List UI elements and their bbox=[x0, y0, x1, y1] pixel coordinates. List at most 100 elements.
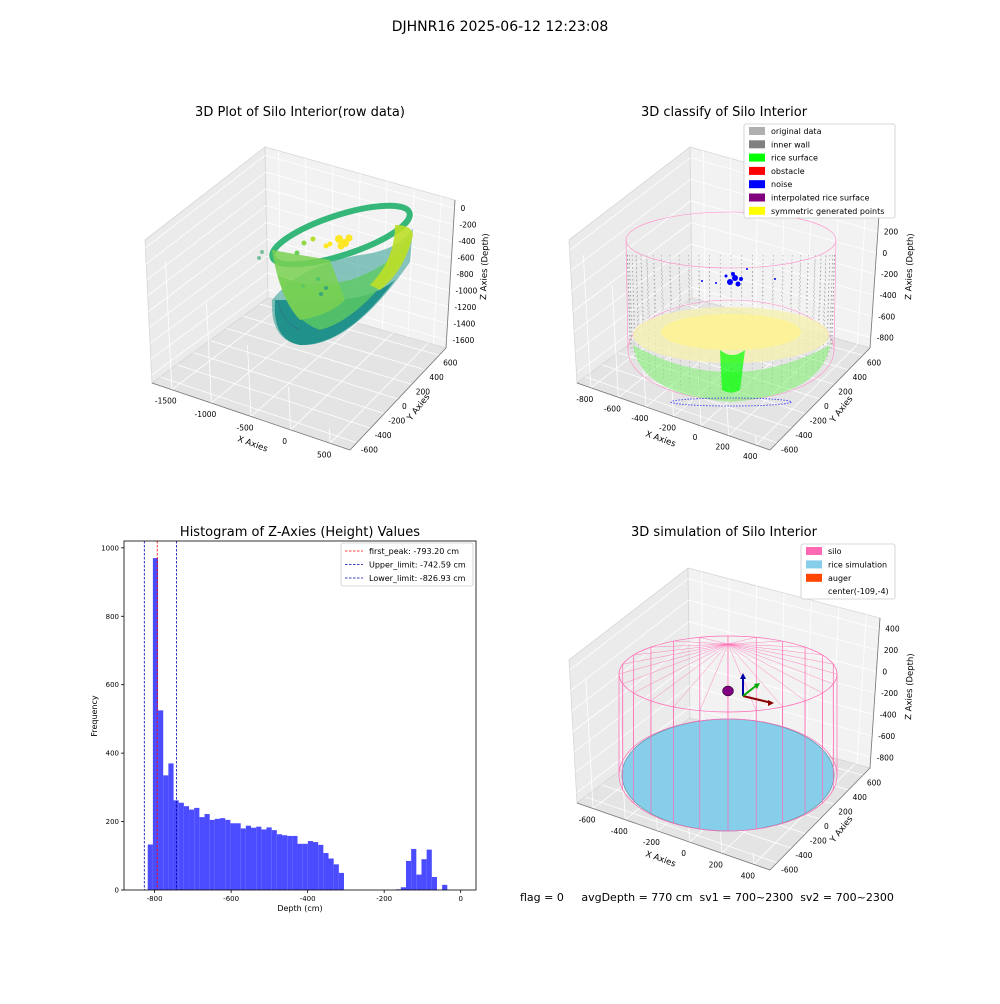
simulation-legend-label: rice simulation bbox=[828, 560, 887, 569]
histogram-title: Histogram of Z-Axies (Height) Values bbox=[180, 525, 420, 540]
histogram-bar bbox=[220, 818, 225, 890]
figure-suptitle: DJHNR16 2025-06-12 12:23:08 bbox=[392, 19, 609, 35]
histogram-bar bbox=[267, 827, 272, 890]
histogram-bar bbox=[241, 828, 246, 890]
histogram-bar bbox=[442, 885, 447, 890]
classify-plot-xtick: 400 bbox=[743, 452, 758, 461]
histogram-xtick: -200 bbox=[376, 895, 392, 903]
footer-status-text: flag = 0 avgDepth = 770 cm sv1 = 700~230… bbox=[520, 891, 894, 904]
histogram-ytick: 600 bbox=[106, 681, 119, 689]
histogram-bar bbox=[303, 844, 308, 890]
histogram-bar bbox=[184, 806, 189, 890]
classify-plot-ytick: 200 bbox=[838, 387, 853, 396]
raw-plot-ytick: -400 bbox=[375, 431, 392, 440]
raw-plot-ytick: -600 bbox=[361, 446, 378, 455]
simulation-plot-xtick: 200 bbox=[709, 860, 724, 869]
histogram-legend-label: Lower_limit: -826.93 cm bbox=[369, 574, 466, 583]
classify-plot-title: 3D classify of Silo Interior bbox=[641, 105, 808, 120]
histogram-ytick: 400 bbox=[106, 750, 119, 758]
histogram-bar bbox=[313, 842, 318, 890]
classify-plot-xtick: 0 bbox=[693, 433, 698, 442]
simulation-legend-swatch bbox=[806, 547, 822, 555]
histogram-bar bbox=[163, 775, 168, 890]
histogram-bar bbox=[416, 875, 421, 890]
classify-plot-ztick: -600 bbox=[878, 312, 895, 321]
histogram-bar bbox=[401, 887, 406, 890]
classify-legend-swatch bbox=[749, 194, 765, 202]
raw-plot-title: 3D Plot of Silo Interior(row data) bbox=[195, 105, 405, 120]
raw-plot-ztick: 0 bbox=[461, 204, 466, 213]
histogram-bar bbox=[298, 844, 303, 890]
simulation-plot-xtick: -400 bbox=[611, 827, 628, 836]
histogram-ylabel: Frequency bbox=[90, 695, 99, 737]
histogram-bar bbox=[153, 558, 158, 890]
classify-plot-ytick: -600 bbox=[781, 446, 798, 455]
simulation-plot-ztick: -400 bbox=[880, 710, 897, 719]
histogram-xtick: -600 bbox=[223, 895, 239, 903]
simulation-plot-ytick: 0 bbox=[824, 822, 829, 831]
simulation-plot-ytick: -200 bbox=[810, 837, 827, 846]
histogram-ytick: 1000 bbox=[101, 544, 119, 552]
raw-plot-ytick: 0 bbox=[402, 402, 407, 411]
classify-legend-label: obstacle bbox=[771, 167, 805, 176]
classify-plot-ytick: -400 bbox=[795, 431, 812, 440]
simulation-legend-swatch bbox=[806, 560, 822, 568]
histogram-bar bbox=[246, 826, 251, 890]
histogram-bar bbox=[174, 800, 179, 890]
histogram-bar bbox=[225, 820, 230, 890]
simulation-plot-xtick: -200 bbox=[643, 838, 660, 847]
histogram-ytick: 0 bbox=[115, 887, 119, 895]
histogram-bar bbox=[215, 819, 220, 890]
classify-plot-ytick: 600 bbox=[867, 358, 882, 367]
simulation-plot-xtick: 0 bbox=[681, 849, 686, 858]
histogram-bar bbox=[339, 873, 344, 890]
histogram-bar bbox=[251, 828, 256, 890]
simulation-plot-ytick: -600 bbox=[781, 866, 798, 875]
raw-plot-ztick: -1400 bbox=[454, 319, 476, 328]
histogram-xtick: -800 bbox=[147, 895, 163, 903]
simulation-plot-ztick: 200 bbox=[884, 646, 899, 655]
simulation-plot-ztick: -800 bbox=[877, 753, 894, 762]
classify-plot-ztick: -200 bbox=[881, 270, 898, 279]
raw-plot-ytick: -200 bbox=[388, 417, 405, 426]
raw-plot-ztick: -1600 bbox=[453, 336, 475, 345]
histogram-legend-label: Upper_limit: -742.59 cm bbox=[369, 561, 466, 570]
classify-legend-label: interpolated rice surface bbox=[771, 194, 869, 203]
histogram-bar bbox=[329, 859, 334, 890]
raw-plot-ytick: 600 bbox=[443, 358, 458, 367]
classify-plot-xtick: -800 bbox=[576, 395, 593, 404]
classify-plot-xtick: -600 bbox=[604, 404, 621, 413]
simulation-plot-ztick: 400 bbox=[885, 625, 900, 634]
raw-plot-xtick: 0 bbox=[282, 437, 287, 446]
raw-plot-ztick: -800 bbox=[457, 270, 474, 279]
classify-plot-ztick: -800 bbox=[877, 333, 894, 342]
simulation-plot-ytick: 600 bbox=[867, 778, 882, 787]
simulation-plot-title: 3D simulation of Silo Interior bbox=[631, 525, 818, 540]
histogram-bar bbox=[179, 803, 184, 890]
raw-plot-ztick: -200 bbox=[460, 221, 477, 230]
simulation-plot-ztick: -600 bbox=[878, 732, 895, 741]
classify-legend-label: rice surface bbox=[771, 154, 818, 163]
simulation-legend-label: center(-109,-4) bbox=[828, 587, 889, 596]
classify-plot-ytick: -200 bbox=[810, 417, 827, 426]
raw-plot-ztick: -1200 bbox=[455, 303, 477, 312]
simulation-plot-ztick: -200 bbox=[881, 689, 898, 698]
histogram-bar bbox=[168, 763, 173, 890]
histogram-bar bbox=[230, 823, 235, 890]
raw-plot-ytick: 400 bbox=[429, 373, 444, 382]
classify-legend-swatch bbox=[749, 154, 765, 162]
histogram-bar bbox=[318, 845, 323, 890]
classify-plot-ytick: 400 bbox=[853, 373, 868, 382]
raw-plot-ztick: -600 bbox=[458, 254, 475, 263]
histogram-bar bbox=[261, 829, 266, 890]
raw-plot-ztick: -400 bbox=[459, 237, 476, 246]
histogram-bar bbox=[292, 836, 297, 890]
histogram-ytick: 200 bbox=[106, 818, 119, 826]
classify-plot-ztick: 200 bbox=[884, 228, 899, 237]
histogram-bar bbox=[158, 710, 163, 890]
raw-plot-xtick: -1000 bbox=[195, 410, 217, 419]
classify-legend-swatch bbox=[749, 127, 765, 135]
raw-plot-xtick: 500 bbox=[317, 450, 332, 459]
